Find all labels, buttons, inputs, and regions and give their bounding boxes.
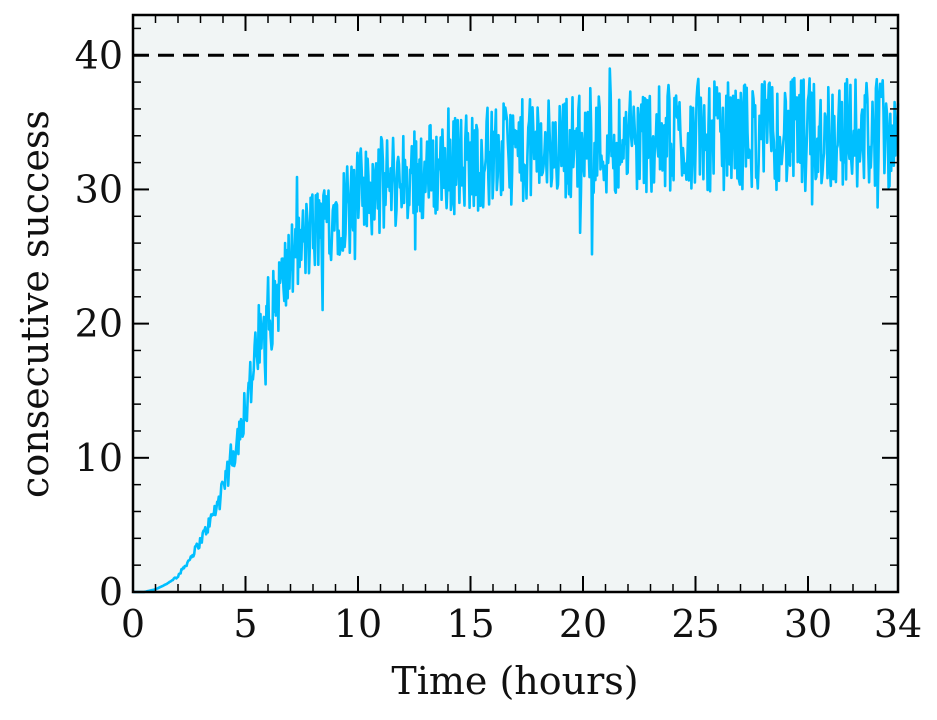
y-tick-label: 30 xyxy=(75,167,123,211)
y-tick-label: 10 xyxy=(75,436,123,480)
x-axis-label: Time (hours) xyxy=(391,659,638,703)
y-tick-label: 40 xyxy=(75,33,123,77)
y-tick-label: 20 xyxy=(75,302,123,346)
success-series-line xyxy=(132,67,900,594)
x-tick-label: 20 xyxy=(559,602,607,646)
x-tick-label: 0 xyxy=(121,602,145,646)
y-axis-label: consecutive success xyxy=(13,110,57,498)
x-tick-label: 10 xyxy=(334,602,382,646)
series-layer xyxy=(132,67,900,594)
tick-labels-layer: 0 5 10 15 20 25 30 34 0 10 20 30 40 xyxy=(75,33,923,646)
plot-background xyxy=(133,15,898,592)
x-tick-label: 5 xyxy=(233,602,257,646)
x-tick-label: 15 xyxy=(446,602,494,646)
x-tick-label: 30 xyxy=(784,602,832,646)
y-tick-label: 0 xyxy=(99,570,123,614)
x-tick-label: 34 xyxy=(874,602,922,646)
x-tick-label: 25 xyxy=(671,602,719,646)
ticks-layer xyxy=(132,15,899,593)
